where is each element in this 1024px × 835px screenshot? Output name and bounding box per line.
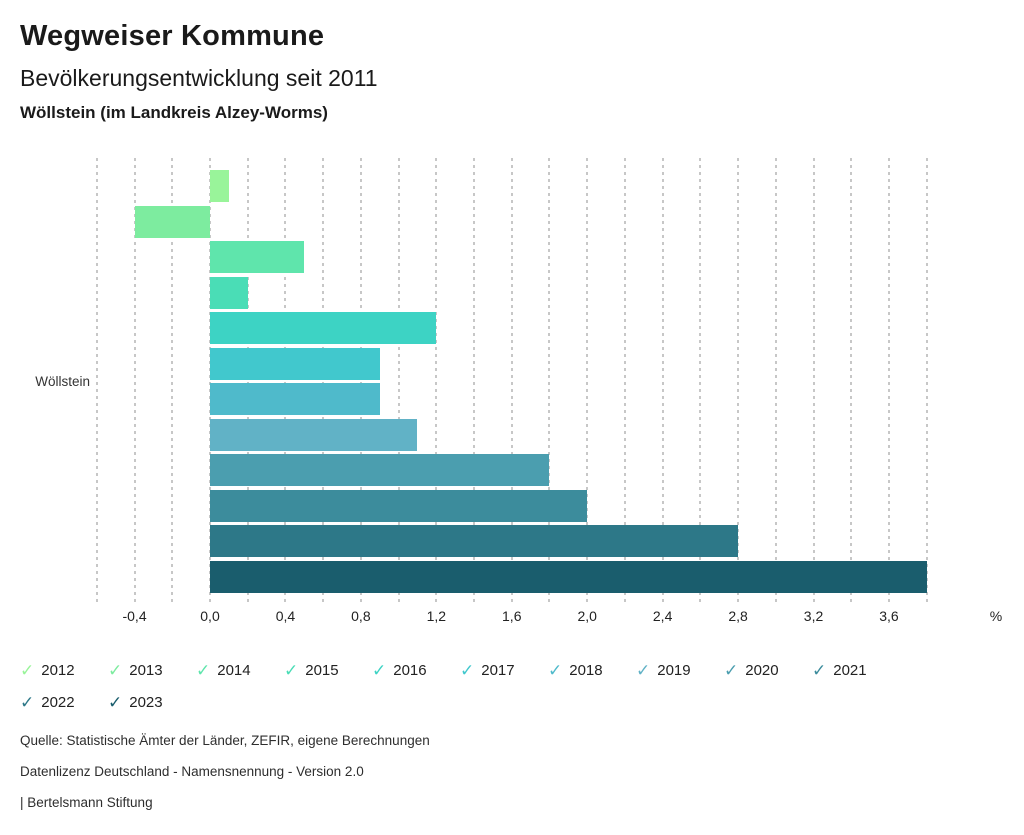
x-tick-label: 1,6 [502, 608, 522, 624]
legend-item-2012[interactable]: ✓ 2012 [20, 661, 75, 681]
gridline [812, 158, 815, 603]
gridline [850, 158, 853, 603]
check-icon: ✓ [108, 661, 123, 680]
legend-item-2018[interactable]: ✓ 2018 [548, 661, 603, 681]
x-tick-label: 0,0 [200, 608, 220, 624]
legend-year-label: 2021 [833, 662, 867, 679]
bar-2021[interactable] [210, 489, 588, 522]
gridline [95, 158, 98, 603]
bar-2015[interactable] [210, 276, 248, 309]
legend-item-2022[interactable]: ✓ 2022 [20, 693, 75, 713]
check-icon: ✓ [548, 661, 563, 680]
check-icon: ✓ [108, 693, 123, 712]
legend-item-2017[interactable]: ✓ 2017 [460, 661, 515, 681]
x-tick-label: -0,4 [122, 608, 147, 624]
legend-year-label: 2019 [657, 662, 691, 679]
check-icon: ✓ [460, 661, 475, 680]
gridline [322, 158, 325, 603]
gridline [699, 158, 702, 603]
x-tick-label: 2,4 [652, 608, 673, 624]
gridline [661, 158, 664, 603]
gridline [510, 158, 513, 603]
legend-year-label: 2013 [129, 662, 163, 679]
bar-2022[interactable] [210, 525, 739, 557]
legend-item-2019[interactable]: ✓ 2019 [636, 661, 691, 681]
bar-2023[interactable] [210, 560, 927, 593]
check-icon: ✓ [724, 661, 739, 680]
bar-2019[interactable] [210, 418, 418, 451]
gridline [209, 158, 211, 603]
legend-year-label: 2022 [41, 694, 75, 711]
legend-year-label: 2014 [217, 662, 251, 679]
source-note: Quelle: Statistische Ämter der Länder, Z… [20, 733, 430, 748]
gridline [774, 158, 777, 603]
check-icon: ✓ [196, 661, 211, 680]
x-tick-label: 0,8 [351, 608, 371, 624]
legend-item-2015[interactable]: ✓ 2015 [284, 661, 339, 681]
check-icon: ✓ [812, 661, 827, 680]
legend-year-label: 2018 [569, 662, 603, 679]
chart-title: Bevölkerungsentwicklung seit 2011 [20, 65, 378, 91]
app-title: Wegweiser Kommune [20, 20, 325, 52]
gridline [737, 158, 740, 603]
license-note: Datenlizenz Deutschland - Namensnennung … [20, 764, 364, 779]
bar-chart: Wöllstein -0,4 0,0 0,4 0,8 1,2 1,6 2,0 2,4 2,8 3,… [35, 158, 1003, 624]
x-tick-label: 0,4 [275, 608, 296, 624]
legend-year-label: 2016 [393, 662, 427, 679]
legend-item-2013[interactable]: ✓ 2013 [108, 661, 163, 681]
legend-item-2021[interactable]: ✓ 2021 [812, 661, 867, 681]
bar-2012[interactable] [210, 170, 229, 202]
legend-year-label: 2015 [305, 662, 339, 679]
x-tick-label: 3,6 [879, 608, 899, 624]
check-icon: ✓ [636, 661, 651, 680]
gridline [623, 158, 626, 603]
legend-year-label: 2017 [481, 662, 515, 679]
gridline [246, 158, 249, 603]
gridline [586, 158, 589, 603]
legend-item-2016[interactable]: ✓ 2016 [372, 661, 427, 681]
legend-year-label: 2012 [41, 662, 75, 679]
chart-region: Wöllstein (im Landkreis Alzey-Worms) [20, 103, 328, 122]
x-tick-label: 3,2 [803, 608, 824, 624]
legend-year-label: 2023 [129, 694, 163, 711]
x-tick-label: 2,8 [728, 608, 748, 624]
gridline [397, 158, 400, 603]
x-tick-label: 1,2 [426, 608, 447, 624]
check-icon: ✓ [20, 661, 35, 680]
bar-2018[interactable] [210, 383, 380, 415]
gridline [548, 158, 551, 603]
gridline [171, 158, 174, 603]
x-axis-unit: % [989, 608, 1003, 624]
check-icon: ✓ [20, 693, 35, 712]
legend-item-2020[interactable]: ✓ 2020 [724, 661, 779, 681]
bar-2020[interactable] [210, 454, 550, 486]
y-axis-label: Wöllstein [35, 374, 90, 389]
gridline [359, 158, 362, 603]
gridline [925, 158, 928, 603]
gridline [473, 158, 476, 603]
bar-2014[interactable] [210, 241, 305, 273]
legend-item-2014[interactable]: ✓ 2014 [196, 661, 251, 681]
bar-2013[interactable] [134, 205, 210, 238]
gridline [887, 158, 890, 603]
x-tick-label: 2,0 [577, 608, 597, 624]
attribution: | Bertelsmann Stiftung [20, 795, 153, 810]
check-icon: ✓ [372, 661, 387, 680]
gridline [133, 158, 136, 603]
legend-year-label: 2020 [745, 662, 779, 679]
bar-2017[interactable] [210, 347, 380, 380]
bar-2016[interactable] [210, 312, 437, 344]
gridline [284, 158, 287, 603]
legend-item-2023[interactable]: ✓ 2023 [108, 693, 163, 713]
gridline [435, 158, 438, 603]
check-icon: ✓ [284, 661, 299, 680]
